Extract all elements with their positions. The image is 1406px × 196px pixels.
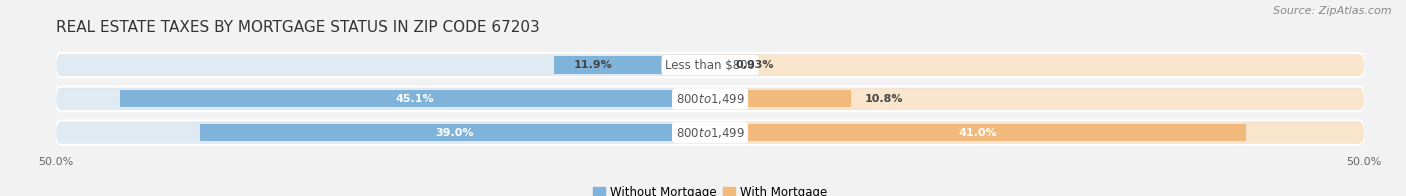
FancyBboxPatch shape: [56, 122, 710, 143]
Legend: Without Mortgage, With Mortgage: Without Mortgage, With Mortgage: [588, 182, 832, 196]
Text: 0.93%: 0.93%: [735, 60, 773, 70]
FancyBboxPatch shape: [710, 122, 1364, 143]
Text: REAL ESTATE TAXES BY MORTGAGE STATUS IN ZIP CODE 67203: REAL ESTATE TAXES BY MORTGAGE STATUS IN …: [56, 20, 540, 35]
Bar: [710, 124, 1246, 141]
FancyBboxPatch shape: [56, 53, 1364, 77]
FancyBboxPatch shape: [56, 121, 1364, 145]
Text: 41.0%: 41.0%: [959, 128, 997, 138]
Text: $800 to $1,499: $800 to $1,499: [675, 126, 745, 140]
Text: 11.9%: 11.9%: [574, 60, 613, 70]
Bar: [710, 90, 851, 107]
FancyBboxPatch shape: [56, 88, 710, 109]
Text: 10.8%: 10.8%: [865, 94, 903, 104]
Text: Less than $800: Less than $800: [665, 59, 755, 72]
FancyBboxPatch shape: [710, 88, 1364, 109]
Bar: [200, 124, 710, 141]
Bar: [121, 90, 710, 107]
Text: 45.1%: 45.1%: [396, 94, 434, 104]
FancyBboxPatch shape: [710, 55, 1364, 75]
Text: 39.0%: 39.0%: [436, 128, 474, 138]
FancyBboxPatch shape: [56, 87, 1364, 111]
Bar: [554, 56, 710, 74]
Text: $800 to $1,499: $800 to $1,499: [675, 92, 745, 106]
FancyBboxPatch shape: [56, 55, 710, 75]
Bar: [710, 56, 723, 74]
Text: Source: ZipAtlas.com: Source: ZipAtlas.com: [1274, 6, 1392, 16]
